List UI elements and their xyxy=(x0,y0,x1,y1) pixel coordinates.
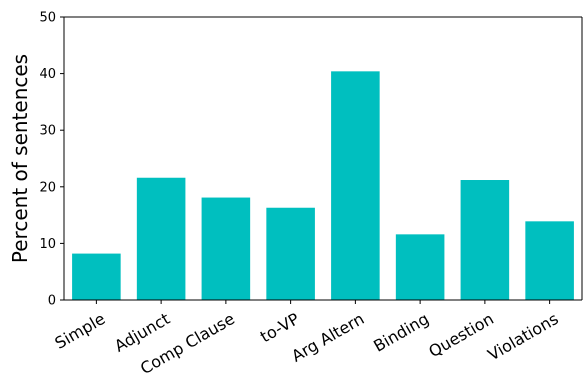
bar-comp-clause xyxy=(201,197,251,300)
bar-binding xyxy=(395,234,445,300)
y-tick-label: 0 xyxy=(48,294,56,309)
y-tick-label: 50 xyxy=(39,11,56,26)
bar-adjunct xyxy=(136,177,186,300)
bar-question xyxy=(460,180,510,300)
y-tick-label: 30 xyxy=(39,124,56,139)
x-tick-label: Violations xyxy=(485,309,562,364)
x-tick-label: to-VP xyxy=(257,309,303,347)
bar-simple xyxy=(72,253,121,300)
y-tick-label: 40 xyxy=(39,67,56,82)
x-tick-label: Arg Altern xyxy=(288,309,367,366)
bars-group xyxy=(72,71,574,300)
y-axis-ticks: 0 10 20 30 40 50 xyxy=(39,11,64,309)
y-tick-label: 20 xyxy=(39,180,56,195)
x-tick-label: Question xyxy=(425,309,496,361)
x-tick-label: Simple xyxy=(52,309,109,353)
x-tick-label: Binding xyxy=(370,309,432,356)
bar-violations xyxy=(525,221,574,300)
y-axis-title: Percent of sentences xyxy=(8,54,32,263)
y-tick-label: 10 xyxy=(39,237,56,252)
bar-to-vp xyxy=(266,207,315,300)
bar-arg-altern xyxy=(331,71,380,300)
